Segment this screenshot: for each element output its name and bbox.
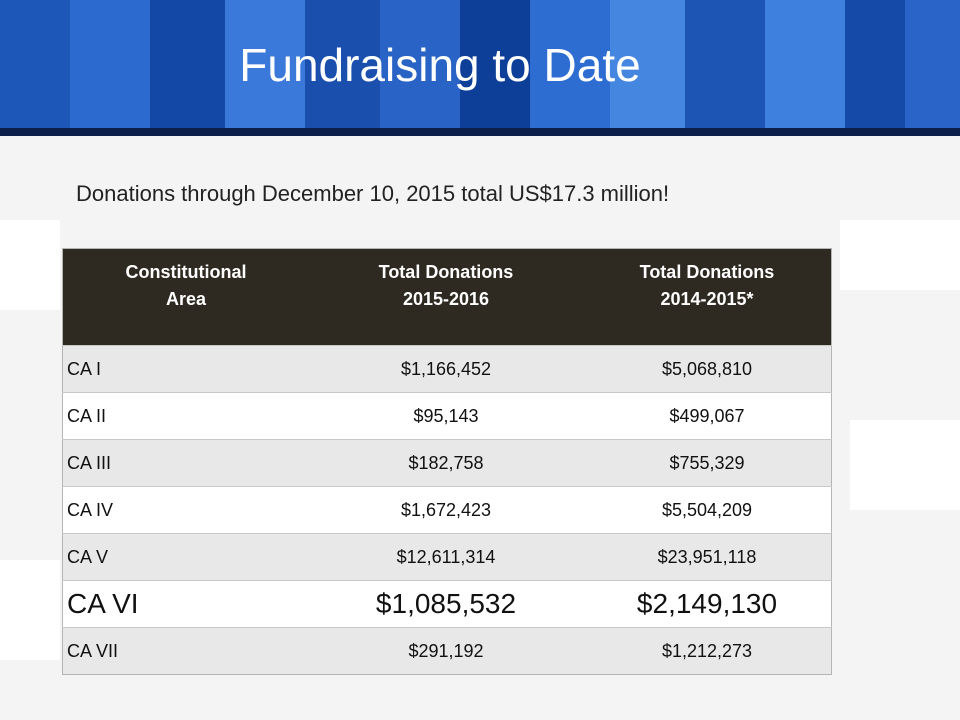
slide-title: Fundraising to Date bbox=[239, 39, 641, 91]
donations-table: Constitutional Area Total Donations 2015… bbox=[62, 248, 832, 675]
donation-2014-cell: $5,068,810 bbox=[583, 345, 832, 393]
background-tile bbox=[850, 420, 960, 510]
donation-2014-cell: $2,149,130 bbox=[583, 580, 832, 628]
table-row: CA I $1,166,452 $5,068,810 bbox=[62, 345, 832, 393]
donation-2015-cell: $12,611,314 bbox=[309, 533, 583, 581]
donation-2014-cell: $5,504,209 bbox=[583, 486, 832, 534]
column-header-2014: Total Donations 2014-2015* bbox=[583, 248, 832, 346]
background-tile bbox=[0, 560, 60, 660]
column-header-2015: Total Donations 2015-2016 bbox=[309, 248, 583, 346]
table-row: CA IV $1,672,423 $5,504,209 bbox=[62, 486, 832, 534]
area-cell: CA I bbox=[62, 345, 309, 393]
column-header-area: Constitutional Area bbox=[62, 248, 309, 346]
area-cell: CA V bbox=[62, 533, 309, 581]
donation-2015-cell: $182,758 bbox=[309, 439, 583, 487]
donation-2014-cell: $1,212,273 bbox=[583, 627, 832, 675]
slide-subtitle: Donations through December 10, 2015 tota… bbox=[76, 181, 670, 206]
column-header-line: Area bbox=[165, 289, 207, 309]
area-cell: CA VII bbox=[62, 627, 309, 675]
header-rule bbox=[0, 128, 960, 136]
area-cell: CA IV bbox=[62, 486, 309, 534]
table-row: CA VII $291,192 $1,212,273 bbox=[62, 627, 832, 675]
column-header-line: Total Donations bbox=[639, 262, 775, 282]
donation-2015-cell: $1,672,423 bbox=[309, 486, 583, 534]
donation-2014-cell: $755,329 bbox=[583, 439, 832, 487]
area-cell: CA VI bbox=[62, 580, 309, 628]
column-header-line: 2015-2016 bbox=[402, 289, 490, 309]
column-header-line: 2014-2015* bbox=[660, 289, 754, 309]
table-header-row: Constitutional Area Total Donations 2015… bbox=[62, 248, 832, 346]
donation-2014-cell: $23,951,118 bbox=[583, 533, 832, 581]
header-band: Fundraising to Date bbox=[0, 0, 960, 136]
area-cell: CA III bbox=[62, 439, 309, 487]
column-header-line: Total Donations bbox=[378, 262, 514, 282]
background-tile bbox=[840, 220, 960, 290]
donation-2015-cell: $1,166,452 bbox=[309, 345, 583, 393]
donation-2015-cell: $1,085,532 bbox=[309, 580, 583, 628]
table-row: CA VI $1,085,532 $2,149,130 bbox=[62, 580, 832, 628]
table-row: CA V $12,611,314 $23,951,118 bbox=[62, 533, 832, 581]
table-row: CA II $95,143 $499,067 bbox=[62, 392, 832, 440]
area-cell: CA II bbox=[62, 392, 309, 440]
background-tile bbox=[0, 220, 60, 310]
donation-2015-cell: $95,143 bbox=[309, 392, 583, 440]
donation-2014-cell: $499,067 bbox=[583, 392, 832, 440]
donation-2015-cell: $291,192 bbox=[309, 627, 583, 675]
column-header-line: Constitutional bbox=[125, 262, 247, 282]
table-row: CA III $182,758 $755,329 bbox=[62, 439, 832, 487]
